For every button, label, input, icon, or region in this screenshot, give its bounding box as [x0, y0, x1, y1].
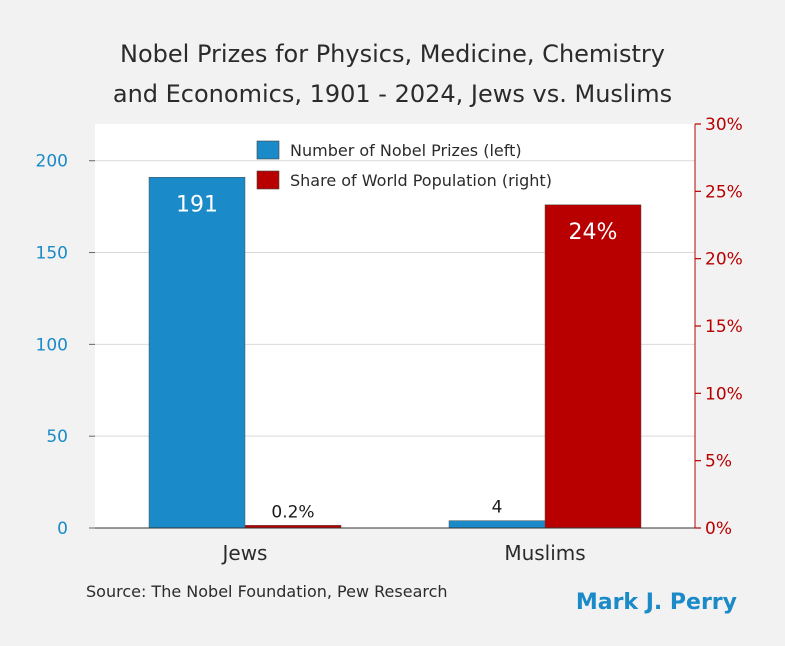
right-axis-tick-label: 30% — [705, 115, 743, 135]
legend-swatch — [256, 140, 280, 160]
legend-swatch — [256, 170, 280, 190]
right-axis-tick-label: 20% — [705, 250, 743, 270]
right-axis-tick-label: 0% — [705, 519, 732, 539]
source-note: Source: The Nobel Foundation, Pew Resear… — [86, 582, 448, 601]
left-axis: 0 50 100 150 200 — [36, 152, 95, 539]
x-axis-tick-label: Jews — [221, 541, 268, 565]
author-credit: Mark J. Perry — [575, 590, 737, 615]
right-axis-tick-label: 10% — [705, 384, 743, 404]
left-axis-tick-label: 100 — [36, 335, 68, 355]
bar — [148, 177, 246, 529]
bar-value-label: 24% — [569, 220, 618, 245]
bars — [148, 177, 642, 529]
legend: Number of Nobel Prizes (left) Share of Wo… — [256, 140, 552, 190]
left-axis-tick-label: 50 — [46, 427, 68, 447]
legend-label: Share of World Population (right) — [290, 171, 552, 190]
right-axis-tick-label: 5% — [705, 452, 732, 472]
bar — [448, 520, 546, 529]
bar-value-label: 0.2% — [271, 502, 314, 522]
right-axis-tick-label: 15% — [705, 317, 743, 337]
chart-title-line-2: and Economics, 1901 - 2024, Jews vs. Mus… — [112, 80, 673, 108]
chart-title: Nobel Prizes for Physics, Medicine, Chem… — [0, 34, 785, 114]
x-axis-labels: Jews Muslims — [221, 541, 586, 565]
left-axis-tick-label: 200 — [36, 152, 68, 172]
x-axis-tick-label: Muslims — [504, 541, 585, 565]
left-axis-tick-label: 0 — [57, 519, 68, 539]
right-axis-tick-label: 25% — [705, 182, 743, 202]
chart-title-line-1: Nobel Prizes for Physics, Medicine, Chem… — [120, 40, 665, 68]
bar-value-label: 191 — [176, 192, 218, 217]
legend-label: Number of Nobel Prizes (left) — [290, 141, 522, 160]
bar-value-label: 4 — [492, 498, 503, 518]
left-axis-tick-label: 150 — [36, 244, 68, 264]
right-axis: 0% 5% 10% 15% 20% 25% 30% — [695, 115, 743, 539]
bar-labels: 191 0.2% 4 24% — [176, 192, 617, 522]
bar — [544, 204, 642, 529]
